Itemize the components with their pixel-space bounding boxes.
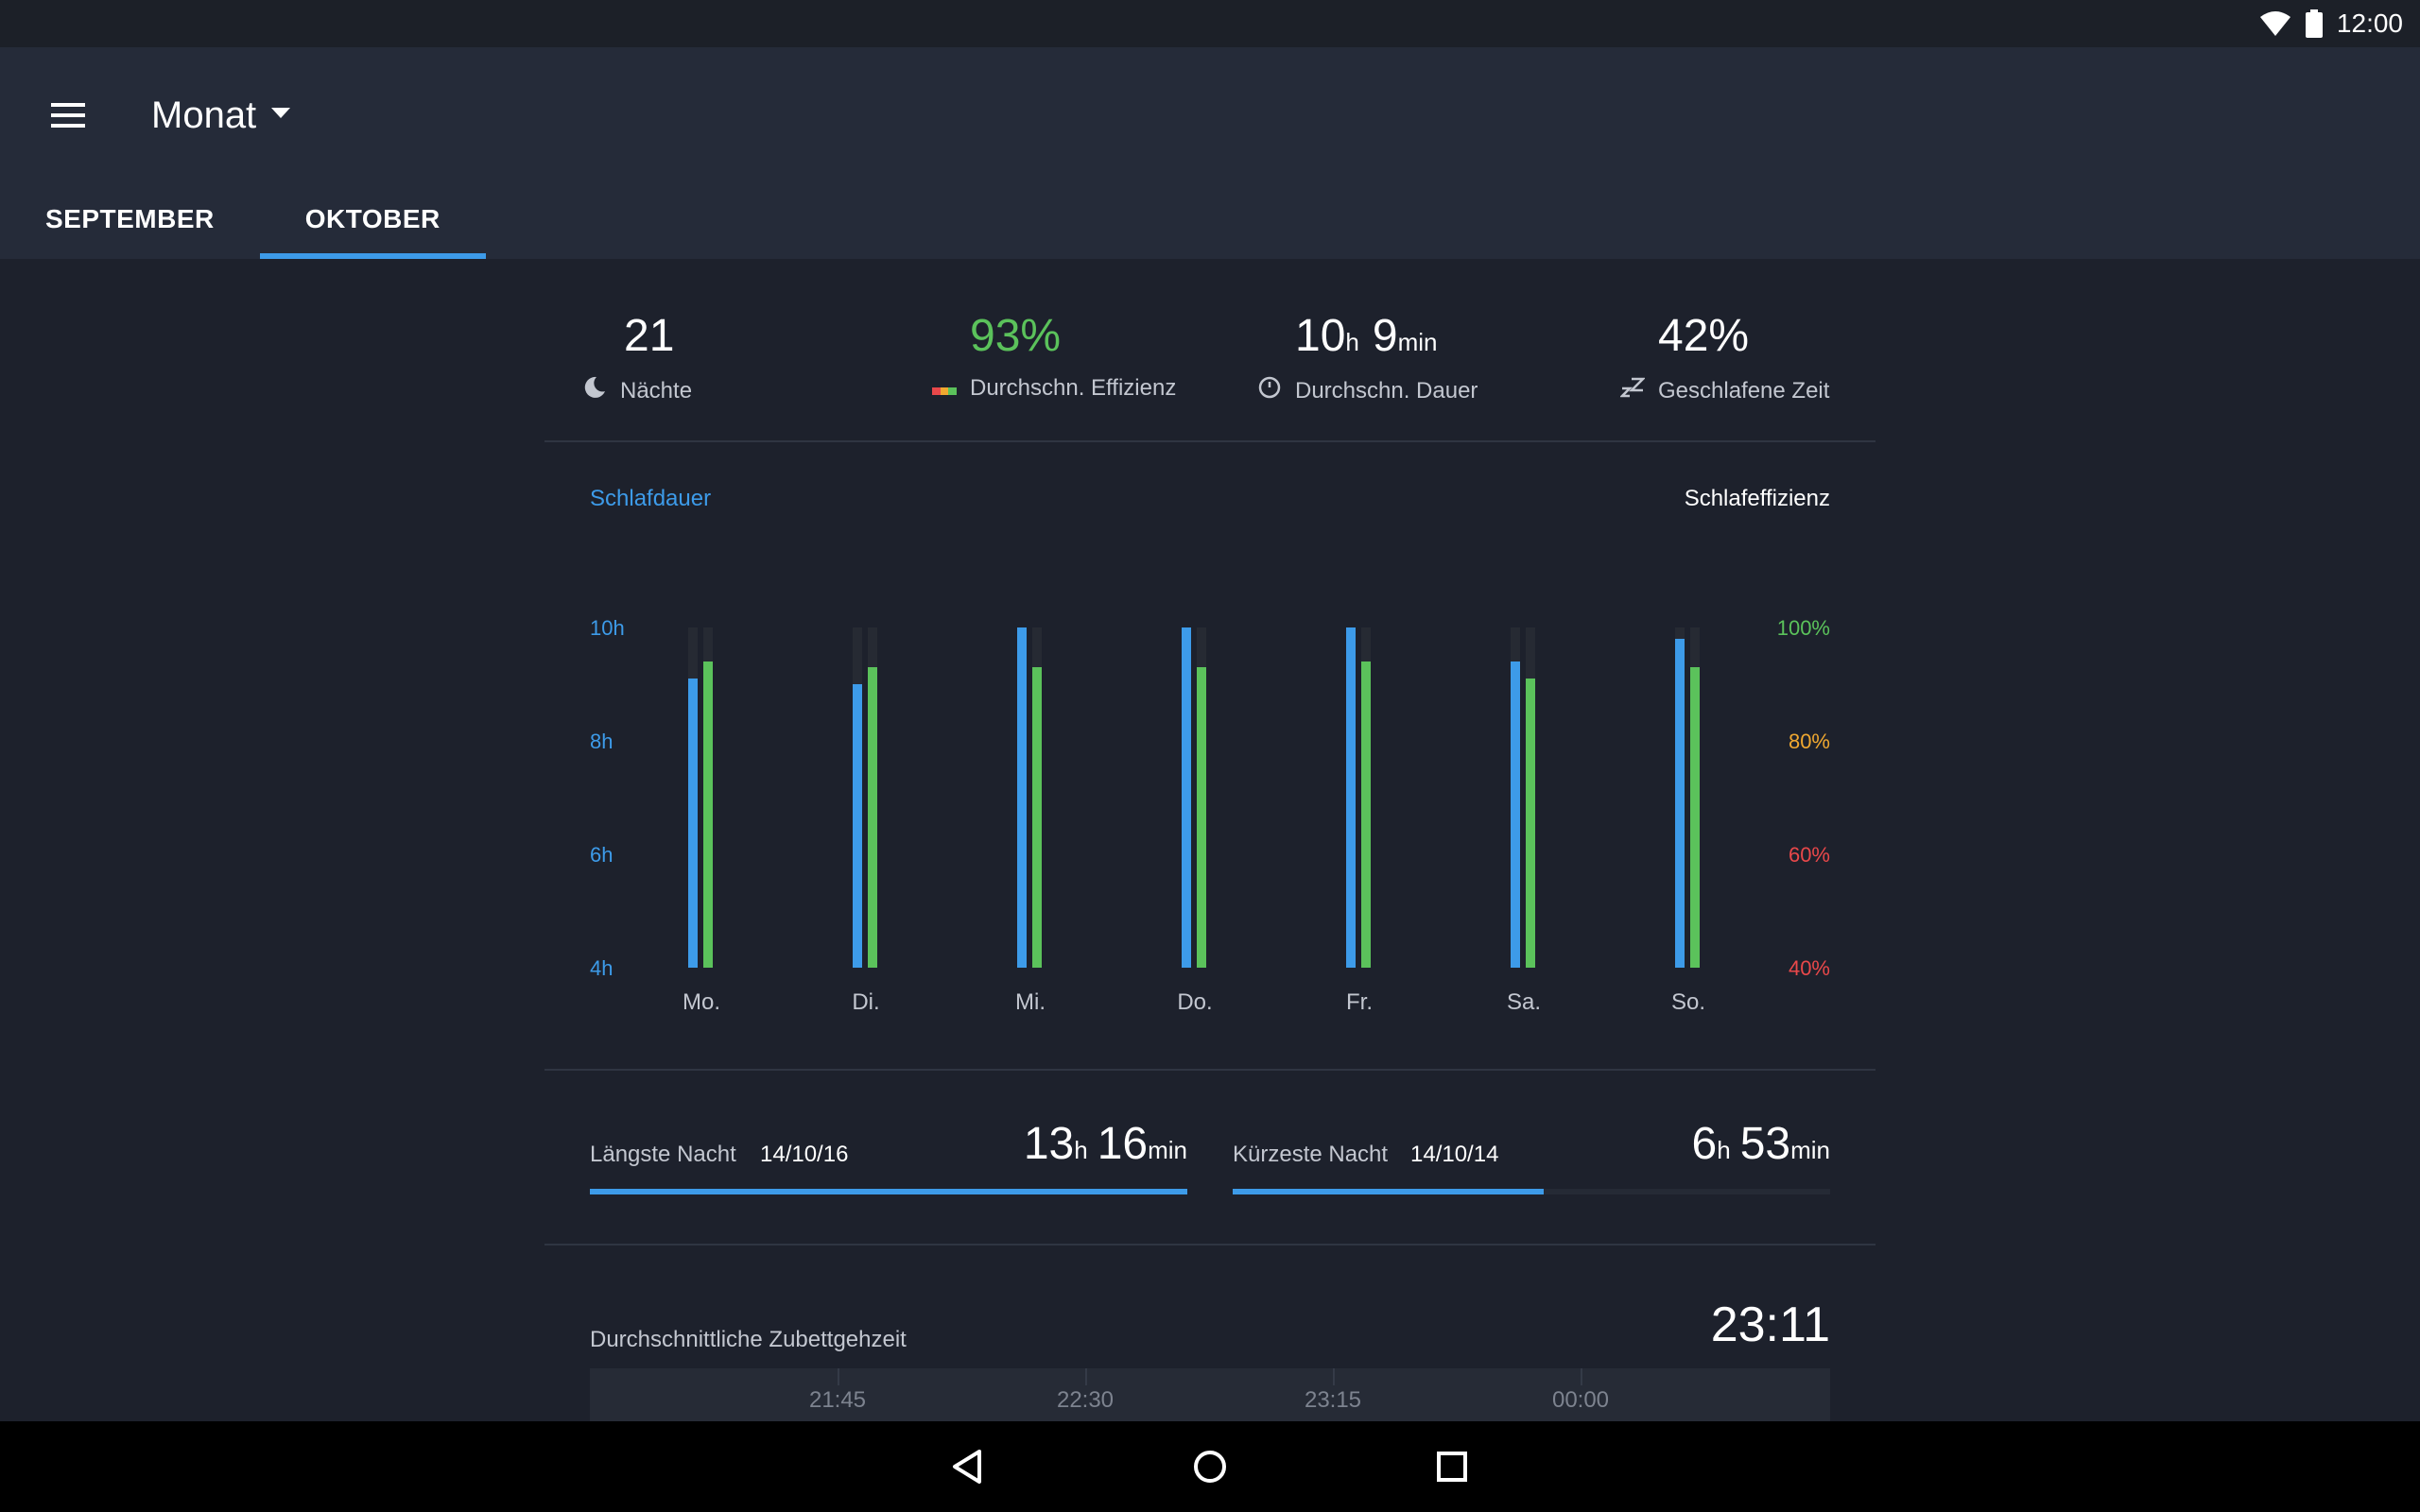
stat-duration: 10h 9min Durchschn. Dauer — [1257, 310, 1478, 406]
duration-bar — [688, 679, 698, 968]
stat-duration-label: Durchschn. Dauer — [1295, 377, 1478, 404]
efficiency-bar — [1361, 662, 1371, 968]
status-bar: 12:00 — [0, 0, 2420, 47]
divider — [544, 1069, 1876, 1071]
status-time: 12:00 — [2336, 9, 2403, 38]
duration-bar — [1017, 627, 1027, 968]
chart-legend-duration[interactable]: Schlafdauer — [590, 486, 712, 511]
wifi-icon — [2259, 10, 2291, 37]
x-tick-label: Mi. — [1015, 989, 1046, 1015]
chart-legend-efficiency[interactable]: Schlafeffizienz — [1684, 486, 1830, 511]
longest-night-progress — [590, 1189, 1187, 1194]
duration-bar — [1511, 662, 1520, 968]
longest-night-date: 14/10/16 — [760, 1142, 849, 1167]
x-tick-label: Sa. — [1507, 989, 1541, 1015]
y-right-tick-label: 40% — [1789, 956, 1830, 980]
bedtime-tick: 21:45 — [809, 1368, 866, 1421]
duration-bar — [853, 684, 862, 968]
duration-bar — [1346, 627, 1356, 968]
stat-slept-time: 42% Geschlafene Zeit — [1618, 310, 1830, 406]
longest-night-progress-fill — [590, 1189, 1187, 1194]
sleep-chart: 10h 8h 6h 4h 100% 80% 60% 40% Mo. Di. Mi. Do. Fr. Sa.… — [590, 616, 1830, 1015]
stat-nights: 21 Nächte — [582, 310, 692, 406]
divider — [544, 1244, 1876, 1246]
navigation-bar — [0, 1421, 2420, 1512]
x-tick-label: Mo. — [683, 989, 720, 1015]
x-tick-label: So. — [1671, 989, 1705, 1015]
month-tabs: SEPTEMBER OKTOBER — [0, 180, 486, 259]
stat-efficiency: 93% Durchschn. Effizienz — [932, 310, 1176, 402]
longest-night: Längste Nacht 14/10/16 13h 16min — [590, 1119, 1187, 1174]
app-bar: Monat SEPTEMBER OKTOBER — [0, 47, 2420, 259]
efficiency-bar — [1526, 679, 1535, 968]
shortest-night-progress-fill — [1233, 1189, 1544, 1194]
period-selector[interactable]: Monat — [151, 87, 291, 144]
clock-icon — [1257, 375, 1282, 406]
stat-slept-time-value: 42% — [1658, 311, 1750, 361]
efficiency-bar — [1690, 667, 1700, 968]
shortest-night-label: Kürzeste Nacht — [1233, 1142, 1389, 1167]
recents-icon[interactable] — [1407, 1421, 1497, 1512]
y-left-tick-label: 10h — [590, 616, 625, 640]
duration-bar — [1675, 639, 1685, 968]
y-left-tick-label: 8h — [590, 730, 613, 753]
bedtime-label: Durchschnittliche Zubettgehzeit — [590, 1327, 907, 1352]
arrow-drop-down-icon — [271, 107, 291, 124]
tab-september[interactable]: SEPTEMBER — [45, 204, 215, 233]
shortest-night-progress — [1233, 1189, 1830, 1194]
efficiency-bar — [1032, 667, 1042, 968]
home-icon[interactable] — [1165, 1421, 1255, 1512]
duration-bar — [1182, 627, 1191, 968]
period-label: Monat — [151, 94, 257, 136]
moon-icon — [582, 375, 607, 406]
tab-oktober[interactable]: OKTOBER — [259, 180, 486, 259]
hamburger-menu-icon[interactable] — [42, 89, 95, 142]
shortest-night: Kürzeste Nacht 14/10/14 6h 53min — [1233, 1119, 1830, 1174]
stat-nights-value: 21 — [624, 311, 675, 361]
back-icon[interactable] — [923, 1421, 1013, 1512]
efficiency-bar — [868, 667, 877, 968]
stat-nights-label: Nächte — [620, 377, 693, 404]
y-right-tick-label: 100% — [1777, 616, 1830, 640]
battery-icon — [2305, 9, 2324, 38]
x-tick-label: Do. — [1177, 989, 1212, 1015]
bedtime-tick: 23:15 — [1305, 1368, 1361, 1421]
longest-night-value: 13h 16min — [1023, 1119, 1187, 1169]
bedtime-tick: 22:30 — [1057, 1368, 1114, 1421]
y-left-tick-label: 4h — [590, 956, 613, 980]
efficiency-bar — [1197, 667, 1206, 968]
longest-night-label: Längste Nacht — [590, 1142, 736, 1167]
bedtime-tick: 00:00 — [1552, 1368, 1609, 1421]
summary-panel: 21 Nächte 93% Durchschn. Effizienz — [544, 259, 1876, 1421]
shortest-night-value: 6h 53min — [1691, 1119, 1830, 1169]
x-tick-label: Fr. — [1346, 989, 1373, 1015]
y-left-tick-label: 6h — [590, 843, 613, 867]
sleep-zz-icon — [1618, 375, 1647, 406]
y-right-tick-label: 80% — [1789, 730, 1830, 753]
bedtime-value: 23:11 — [1710, 1297, 1830, 1352]
bedtime-timeline: 21:45 22:30 23:15 00:00 — [590, 1368, 1830, 1421]
stat-slept-time-label: Geschlafene Zeit — [1658, 377, 1830, 404]
efficiency-bar — [703, 662, 713, 968]
divider — [544, 440, 1876, 442]
x-tick-label: Di. — [852, 989, 879, 1015]
efficiency-bar-icon — [932, 375, 957, 402]
stat-efficiency-label: Durchschn. Effizienz — [970, 375, 1177, 401]
stat-duration-value: 10h 9min — [1295, 311, 1438, 361]
stat-efficiency-value: 93% — [970, 311, 1062, 361]
y-right-tick-label: 60% — [1789, 843, 1830, 867]
shortest-night-date: 14/10/14 — [1410, 1142, 1499, 1167]
